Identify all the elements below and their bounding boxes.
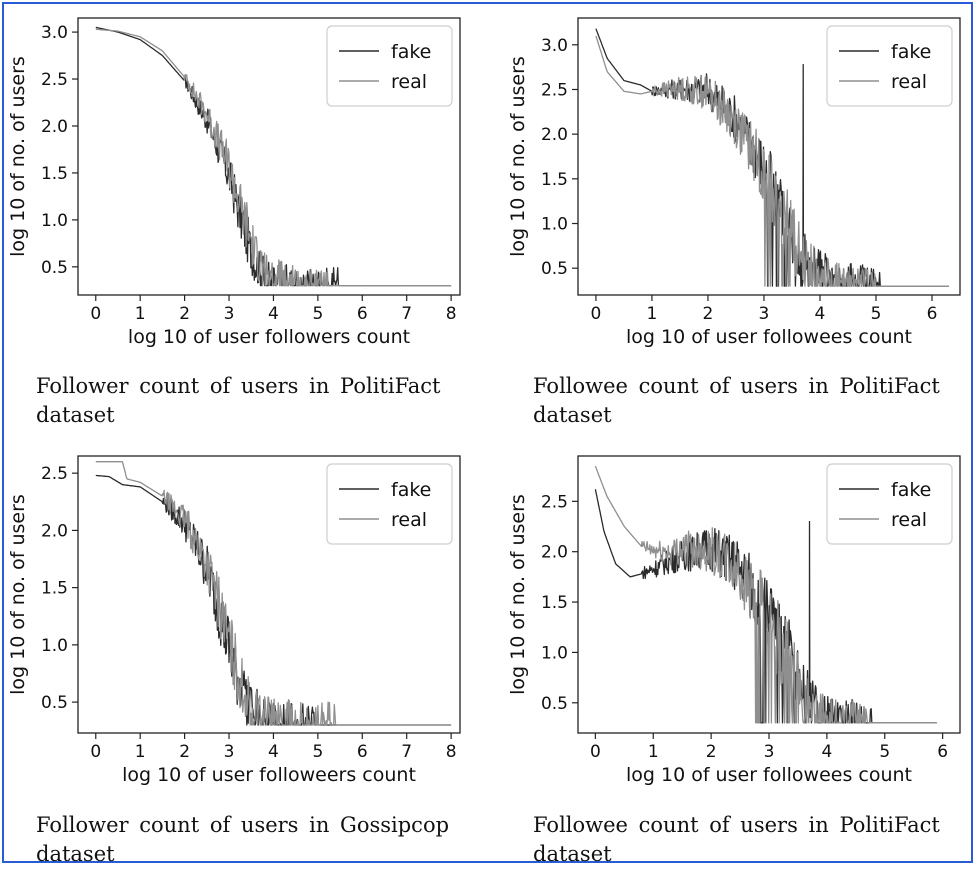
y-tick-label: 0.5 [41, 693, 68, 713]
x-tick-label: 8 [446, 742, 457, 762]
chart-politifact-followees: 0 1 2 3 4 5 6 0.5 1.0 1.5 2.0 2.5 3.0 log 10 of user … [507, 17, 961, 348]
x-tick-label: 4 [821, 742, 832, 762]
y-axis-label: log 10 of no. of users [7, 494, 29, 695]
x-tick-label: 2 [703, 304, 714, 324]
chart-politifact-followers: 0 1 2 3 4 5 6 7 8 0.5 1.0 1.5 2.0 2.5 3.0 log 10 of use… [7, 17, 461, 348]
y-tick-label: 1.5 [41, 164, 68, 184]
series-line-real [595, 35, 949, 287]
y-tick-label: 2.5 [41, 70, 68, 90]
y-axis-label: log 10 of no. of users [7, 56, 29, 257]
legend-label-real: real [891, 71, 927, 93]
x-tick-label: 5 [871, 304, 882, 324]
x-axis-label: log 10 of user followeers count [122, 764, 416, 786]
y-tick-label: 1.0 [41, 636, 68, 656]
x-tick-label: 4 [815, 304, 826, 324]
x-tick-label: 5 [312, 304, 323, 324]
x-axis-label: log 10 of user followers count [128, 326, 410, 348]
y-tick-label: 1.0 [541, 215, 568, 235]
legend: fake real [326, 25, 453, 107]
y-tick-label: 0.5 [541, 694, 568, 714]
x-tick-label: 6 [357, 304, 368, 324]
legend: fake real [826, 25, 953, 107]
x-tick-label: 4 [268, 742, 279, 762]
x-tick-label: 2 [179, 304, 190, 324]
caption-politifact-followees: Followee count of users in PolitiFact da… [533, 374, 940, 427]
x-tick-label: 0 [591, 304, 602, 324]
y-axis-label: log 10 of no. of users [507, 56, 529, 257]
legend-label-fake: fake [391, 41, 431, 63]
legend: fake real [326, 463, 453, 545]
y-tick-label: 0.5 [41, 258, 68, 278]
legend-box [826, 463, 953, 545]
y-tick-label: 1.5 [541, 170, 568, 190]
y-tick-label: 1.5 [41, 579, 68, 599]
x-tick-label: 6 [927, 304, 938, 324]
x-tick-label: 1 [648, 742, 659, 762]
x-tick-label: 2 [706, 742, 717, 762]
y-tick-label: 2.5 [541, 492, 568, 512]
x-axis-label: log 10 of user followees count [626, 326, 912, 348]
legend: fake real [826, 463, 953, 545]
x-tick-label: 5 [879, 742, 890, 762]
series-line-real [95, 28, 452, 287]
y-tick-label: 1.5 [541, 593, 568, 613]
legend-label-real: real [391, 509, 427, 531]
x-tick-label: 8 [446, 304, 457, 324]
chart-gossipcop-followers: 0 1 2 3 4 5 6 7 8 0.5 1.0 1.5 2.0 2.5 log 10 of user f… [7, 455, 461, 786]
y-tick-label: 2.0 [41, 117, 68, 137]
x-tick-label: 3 [764, 742, 775, 762]
caption-politifact-followers: Follower count of users in PolitiFact da… [36, 374, 441, 427]
series-line-real [95, 461, 452, 726]
legend-box [326, 25, 453, 107]
y-tick-label: 2.0 [41, 521, 68, 541]
x-axis-label: log 10 of user followees count [626, 764, 912, 786]
x-tick-label: 1 [135, 304, 146, 324]
y-tick-label: 2.0 [541, 543, 568, 563]
x-tick-label: 3 [759, 304, 770, 324]
y-tick-label: 1.0 [41, 211, 68, 231]
legend-label-fake: fake [391, 479, 431, 501]
chart-politifact-followees-2: 0 1 2 3 4 5 6 0.5 1.0 1.5 2.0 2.5 log 10 of user fol… [507, 455, 961, 786]
y-tick-label: 0.5 [541, 259, 568, 279]
x-tick-label: 0 [90, 742, 101, 762]
x-tick-label: 1 [647, 304, 658, 324]
y-tick-label: 3.0 [41, 23, 68, 43]
x-tick-label: 0 [90, 304, 101, 324]
x-tick-label: 2 [179, 742, 190, 762]
x-tick-label: 0 [590, 742, 601, 762]
y-tick-label: 2.0 [541, 125, 568, 145]
y-tick-label: 2.5 [541, 80, 568, 100]
x-tick-label: 1 [135, 742, 146, 762]
caption-politifact-followees-2: Followee count of users in PolitiFact da… [533, 813, 940, 866]
y-tick-label: 2.5 [41, 464, 68, 484]
legend-label-fake: fake [891, 479, 931, 501]
legend-box [326, 463, 453, 545]
x-tick-label: 5 [312, 742, 323, 762]
caption-gossipcop-followers: Follower count of users in Gossipcop dat… [36, 813, 450, 866]
x-tick-label: 4 [268, 304, 279, 324]
legend-label-real: real [891, 509, 927, 531]
series-line-real [594, 465, 937, 724]
x-tick-label: 6 [937, 742, 948, 762]
x-tick-label: 3 [224, 742, 235, 762]
x-tick-label: 3 [224, 304, 235, 324]
y-axis-label: log 10 of no. of users [507, 494, 529, 695]
x-tick-label: 7 [401, 304, 412, 324]
x-tick-label: 6 [357, 742, 368, 762]
y-tick-label: 1.0 [541, 643, 568, 663]
legend-label-real: real [391, 71, 427, 93]
y-tick-label: 3.0 [541, 36, 568, 56]
x-tick-label: 7 [401, 742, 412, 762]
legend-box [826, 25, 953, 107]
legend-label-fake: fake [891, 41, 931, 63]
